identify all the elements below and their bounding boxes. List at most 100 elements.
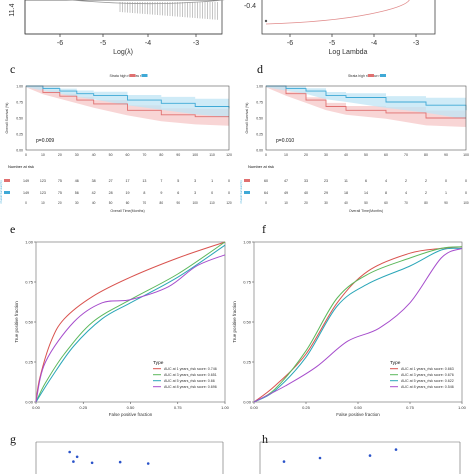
- risk-x-title: Overall Time(Months): [349, 209, 383, 213]
- risk-table-title: Number at risk: [248, 164, 274, 169]
- risk-x-tick: 20: [304, 201, 308, 205]
- risk-count: 18: [344, 191, 348, 195]
- y-tick-label: 0.00: [25, 400, 34, 405]
- lasso-path-panel: -0.4 -6 -5 -4 -3 Log Lambda: [240, 0, 474, 56]
- x-tick-label: 20: [58, 153, 62, 157]
- legend-entry: AUC at 8 years_risk score: 0.696: [164, 385, 217, 389]
- y-tick-label: 0.50: [243, 320, 252, 325]
- risk-row-swatch: [4, 191, 10, 194]
- risk-x-tick: 100: [463, 201, 469, 205]
- risk-count: 14: [364, 191, 368, 195]
- roc-curve-2: [35, 244, 226, 403]
- risk-row-swatch: [244, 179, 250, 182]
- risk-count: 13: [142, 179, 146, 183]
- p-value-label: p=0.010: [276, 138, 294, 144]
- risk-count: 46: [75, 179, 79, 183]
- x-tick-label: 40: [344, 153, 348, 157]
- x-tick-label: -3: [193, 40, 199, 47]
- path-marker: [264, 19, 268, 23]
- risk-x-tick: 100: [193, 201, 199, 205]
- risk-x-tick: 40: [92, 201, 96, 205]
- panel-label-h: h: [262, 432, 268, 446]
- risk-count: 0: [445, 179, 447, 183]
- x-tick-label: 110: [209, 153, 215, 157]
- scatter-point: [75, 455, 79, 459]
- roc-curve-3: [253, 247, 463, 403]
- y-tick-label: 0.75: [243, 280, 252, 285]
- km-test-panel: Strata high risk low risk 1.00 0.75 0.50 0.2…: [239, 70, 474, 218]
- x-tick-label: 0.00: [32, 405, 41, 410]
- y-tick-label: 0.25: [16, 133, 23, 137]
- risk-count: 29: [324, 191, 328, 195]
- x-tick-label: 50: [109, 153, 113, 157]
- risk-table-title: Number at risk: [8, 164, 34, 169]
- risk-count: 4: [385, 179, 387, 183]
- scatter-g-panel: [0, 438, 237, 474]
- risk-x-tick: 30: [75, 201, 79, 205]
- survival-curve-low: [266, 85, 467, 111]
- risk-x-tick: 110: [210, 201, 215, 205]
- p-value-label: p=0.009: [36, 138, 54, 144]
- y-tick-label: 0.75: [25, 280, 34, 285]
- x-tick-label: -6: [287, 40, 293, 47]
- x-tick-label: 70: [404, 153, 408, 157]
- risk-x-tick: 0: [265, 201, 267, 205]
- risk-row-swatch: [4, 179, 10, 182]
- legend-entry: AUC at 1 years_risk score: 0.663: [401, 367, 454, 371]
- y-tick-label: 1.00: [16, 85, 23, 89]
- panel-label-e: e: [10, 222, 16, 236]
- risk-count: 9: [160, 191, 162, 195]
- risk-count: 1: [211, 179, 213, 183]
- x-tick-label: 20: [304, 153, 308, 157]
- scatter-point: [318, 456, 322, 460]
- panel-label-c: c: [10, 62, 16, 76]
- risk-count: 5: [177, 179, 179, 183]
- y-tick-label: 11.4: [9, 3, 16, 16]
- legend-entry: AUC at 3 years_risk score: 0.651: [164, 373, 217, 377]
- legend-text: Strata high risk low risk: [110, 74, 146, 78]
- x-tick-label: 90: [444, 153, 448, 157]
- x-tick-label: 0.50: [354, 405, 363, 410]
- x-tick-label: -3: [413, 40, 419, 47]
- scatter-point: [118, 460, 122, 464]
- risk-x-tick: 90: [444, 201, 448, 205]
- km-test-chart: Strata high risk low risk 1.00 0.75 0.50 0.2…: [239, 74, 469, 213]
- x-tick-label: 120: [226, 153, 232, 157]
- risk-x-tick: 70: [404, 201, 408, 205]
- km-train-panel: Strata high risk low risk 1.00 0.75 0.50 0.2…: [0, 70, 237, 218]
- risk-count: 0: [465, 179, 467, 183]
- panel-label-g: g: [10, 432, 16, 446]
- risk-x-tick: 30: [324, 201, 328, 205]
- risk-count: 2: [405, 179, 407, 183]
- panel-label-d: d: [257, 62, 263, 76]
- x-tick-label: 10: [284, 153, 288, 157]
- x-tick-label: 100: [192, 153, 198, 157]
- y-tick-label: 0.50: [25, 320, 34, 325]
- y-axis-title: True positive fraction: [14, 301, 19, 343]
- risk-x-tick: 80: [160, 201, 164, 205]
- coef-path: [265, 0, 410, 25]
- x-tick-label: 0.00: [250, 405, 259, 410]
- y-tick-label: 0.75: [256, 101, 263, 105]
- risk-count: 11: [344, 179, 348, 183]
- plot-frame: [24, 0, 223, 35]
- y-tick-label: 0.00: [16, 149, 23, 153]
- risk-count: 0: [228, 179, 230, 183]
- legend-title: Type: [390, 360, 401, 366]
- risk-count: 149: [23, 179, 29, 183]
- confidence-band-high: [266, 86, 466, 127]
- risk-count: 17: [126, 179, 130, 183]
- legend-entry: AUC at 3 years_risk score: 0.676: [401, 373, 454, 377]
- roc-curve-0: [35, 241, 226, 403]
- risk-count: 49: [284, 191, 288, 195]
- x-tick-label: 1.00: [458, 405, 467, 410]
- risk-count: 1: [445, 191, 447, 195]
- y-axis-title: True positive fraction: [232, 301, 237, 343]
- risk-count: 0: [228, 191, 230, 195]
- risk-count: 0: [465, 191, 467, 195]
- roc-curve-1: [253, 246, 463, 403]
- legend-title: Type: [153, 360, 164, 366]
- x-tick-label: 0: [265, 153, 267, 157]
- lasso-cv-chart: 11.4 -6 -5 -4 -3 Log(λ): [9, 0, 225, 56]
- roc-curve-2: [253, 247, 463, 403]
